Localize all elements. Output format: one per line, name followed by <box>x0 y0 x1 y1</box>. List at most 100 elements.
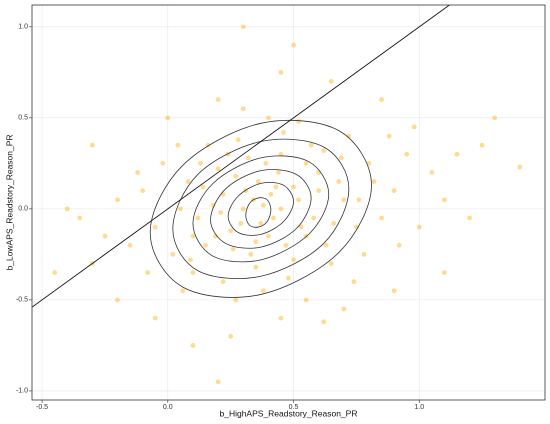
point <box>213 233 218 239</box>
x-tick-label: 0.5 <box>289 404 299 411</box>
point <box>361 251 367 257</box>
point <box>77 215 83 221</box>
panel-border <box>31 4 546 401</box>
point <box>228 333 234 339</box>
point <box>479 142 485 148</box>
point <box>228 228 234 234</box>
point <box>253 264 259 270</box>
point <box>135 170 141 175</box>
point <box>442 270 447 275</box>
x-axis-title: b_HighAPS_Readstory_Reason_PR <box>220 408 358 418</box>
point <box>218 210 224 215</box>
point <box>200 184 206 190</box>
point <box>245 155 251 161</box>
point <box>492 115 498 121</box>
point <box>52 270 58 275</box>
point <box>291 257 296 263</box>
point <box>321 148 327 154</box>
point <box>240 206 246 212</box>
point <box>195 215 201 221</box>
y-axis-title: b_LowAPS_Readstory_Reason_PR <box>4 134 14 270</box>
point <box>379 215 384 221</box>
point <box>411 124 417 130</box>
point <box>308 142 314 148</box>
point <box>351 279 357 285</box>
point <box>278 206 284 212</box>
point <box>454 151 460 157</box>
point <box>170 251 176 257</box>
point <box>296 197 301 203</box>
point <box>215 97 221 103</box>
point <box>386 133 392 139</box>
point <box>281 130 286 135</box>
point <box>328 261 334 266</box>
point <box>404 151 410 157</box>
y-tick-label: 0.0 <box>18 206 28 213</box>
point <box>268 191 274 197</box>
point <box>298 224 304 230</box>
density-contour <box>149 119 372 298</box>
point <box>145 270 151 275</box>
point <box>341 306 347 312</box>
point <box>356 197 362 203</box>
point <box>263 160 269 166</box>
point <box>235 137 241 143</box>
y-tick-label: -0.5 <box>16 297 28 304</box>
point <box>127 242 133 248</box>
point <box>291 184 296 190</box>
points <box>52 24 523 385</box>
point <box>321 319 327 325</box>
point <box>260 202 266 208</box>
point <box>303 297 309 303</box>
point <box>278 69 284 75</box>
point <box>140 188 146 194</box>
point <box>341 197 347 203</box>
point <box>291 42 296 48</box>
point <box>286 275 291 281</box>
point <box>115 297 120 303</box>
point <box>185 179 191 184</box>
point <box>215 166 221 172</box>
point <box>102 233 108 239</box>
point <box>64 206 70 212</box>
point <box>517 164 523 170</box>
density-contour <box>210 169 312 249</box>
point <box>416 224 422 230</box>
point <box>467 215 472 221</box>
point <box>165 115 171 121</box>
density-contour <box>192 155 330 263</box>
point <box>396 242 402 248</box>
point <box>190 233 196 239</box>
point <box>198 160 203 166</box>
point <box>336 179 342 184</box>
point <box>328 79 334 84</box>
point <box>248 251 254 257</box>
point <box>190 342 196 348</box>
point <box>311 215 317 221</box>
point <box>338 155 344 161</box>
point <box>391 288 397 294</box>
point <box>265 115 271 121</box>
density-contour <box>172 138 350 279</box>
y-tick-label: 1.0 <box>18 24 28 31</box>
point <box>283 242 289 248</box>
point <box>203 242 208 248</box>
point <box>240 24 246 30</box>
labels: -0.5 0.0 0.5 1.0 -1.0 -0.5 0.0 0.5 1.0 <box>16 24 424 411</box>
point <box>260 288 266 294</box>
point <box>220 191 226 197</box>
point <box>429 170 435 175</box>
x-tick-label: 0.0 <box>163 404 173 411</box>
point <box>442 197 447 203</box>
point <box>160 160 166 166</box>
point <box>175 142 181 148</box>
point <box>273 184 279 190</box>
y-tick-label: 0.5 <box>18 115 28 122</box>
point <box>210 202 216 208</box>
point <box>215 379 221 385</box>
point <box>188 257 193 263</box>
point <box>89 142 95 148</box>
point <box>265 233 271 239</box>
y-tick-label: -1.0 <box>16 388 28 395</box>
point <box>240 106 246 112</box>
